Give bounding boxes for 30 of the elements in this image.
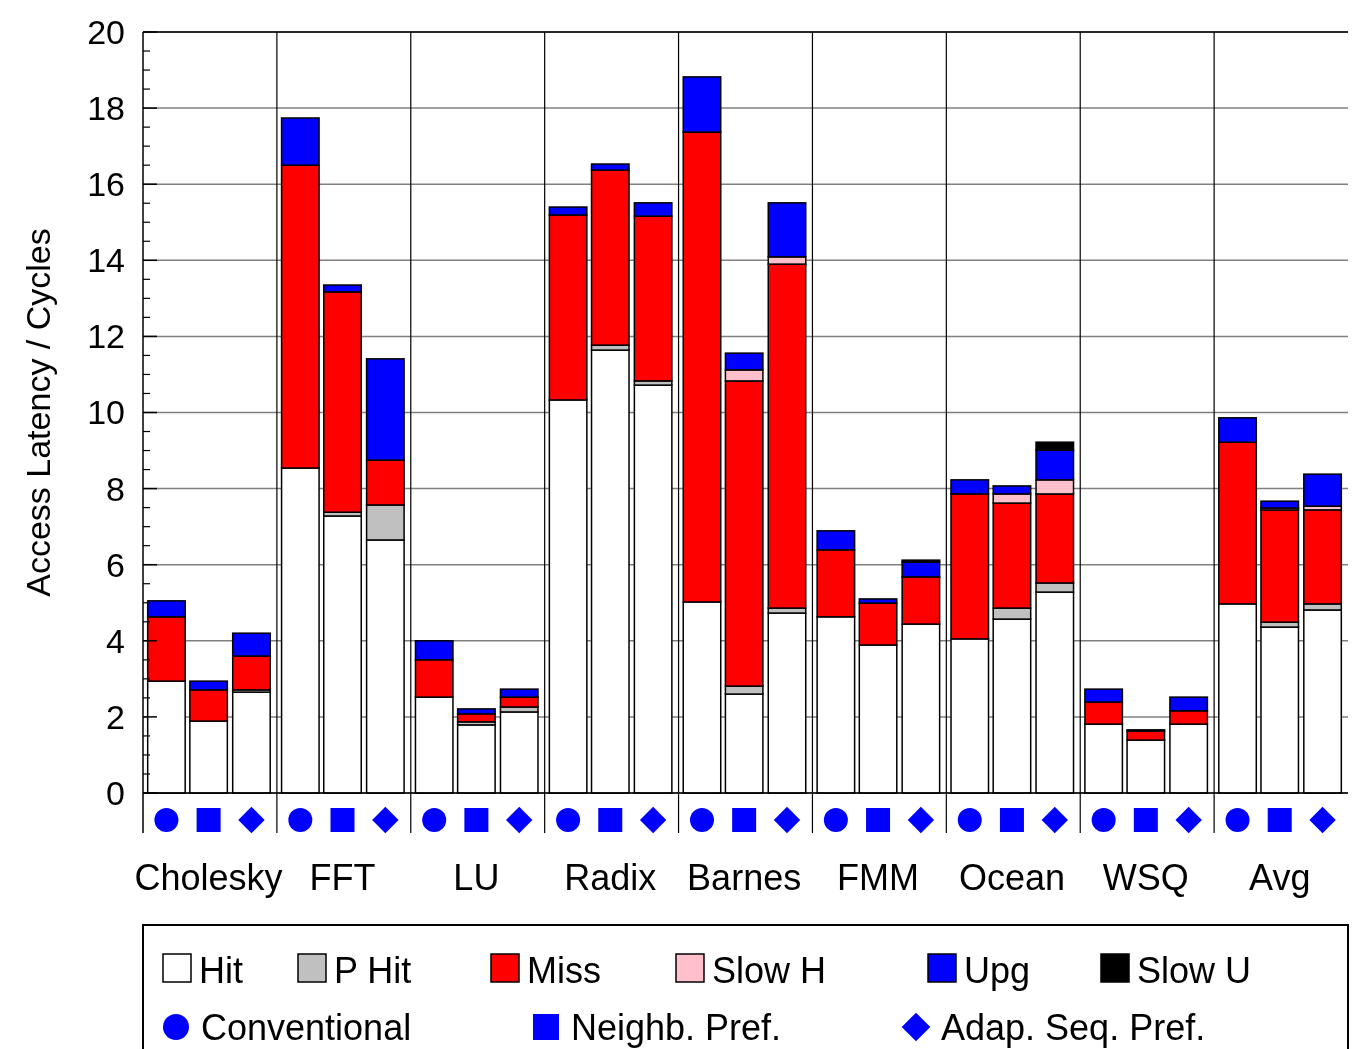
x-tick-label: Ocean bbox=[958, 857, 1065, 898]
legend-label: Slow U bbox=[1137, 949, 1252, 991]
x-tick-label: Barnes bbox=[687, 857, 802, 898]
x-tick-label: FMM bbox=[837, 857, 920, 898]
y-tick-label: 12 bbox=[87, 317, 125, 356]
y-tick-label: 16 bbox=[87, 165, 125, 204]
text: Neighb. Pref. bbox=[571, 1006, 782, 1048]
legend-label: Slow H bbox=[712, 949, 827, 991]
y-tick-label: 8 bbox=[106, 469, 125, 508]
legend-label: Hit bbox=[199, 949, 243, 991]
legend-label: Upg bbox=[964, 949, 1031, 991]
y-tick-label: 2 bbox=[106, 697, 125, 736]
y-tick-label: 10 bbox=[87, 393, 125, 432]
y-tick-label: 0 bbox=[106, 773, 125, 812]
y-tick-label: 6 bbox=[106, 545, 125, 584]
y-tick-label: 18 bbox=[87, 89, 125, 127]
legend-label: P Hit bbox=[334, 949, 412, 991]
y-axis-title: Access Latency / Cycles bbox=[19, 228, 57, 597]
x-tick-label: Cholesky bbox=[134, 857, 283, 898]
y-tick-label: 4 bbox=[106, 621, 125, 660]
x-tick-label: WSQ bbox=[1102, 857, 1189, 898]
text: Adap. Seq. Pref. bbox=[941, 1006, 1206, 1048]
x-tick-label: LU bbox=[453, 857, 500, 898]
x-tick-label: FFT bbox=[309, 857, 376, 898]
y-tick-label: 14 bbox=[87, 241, 125, 280]
text: Conventional bbox=[201, 1006, 412, 1048]
x-tick-label: Radix bbox=[564, 857, 657, 898]
x-tick-label: Avg bbox=[1249, 857, 1311, 898]
y-tick-label: 20 bbox=[87, 12, 125, 51]
legend-label: Miss bbox=[527, 949, 601, 991]
